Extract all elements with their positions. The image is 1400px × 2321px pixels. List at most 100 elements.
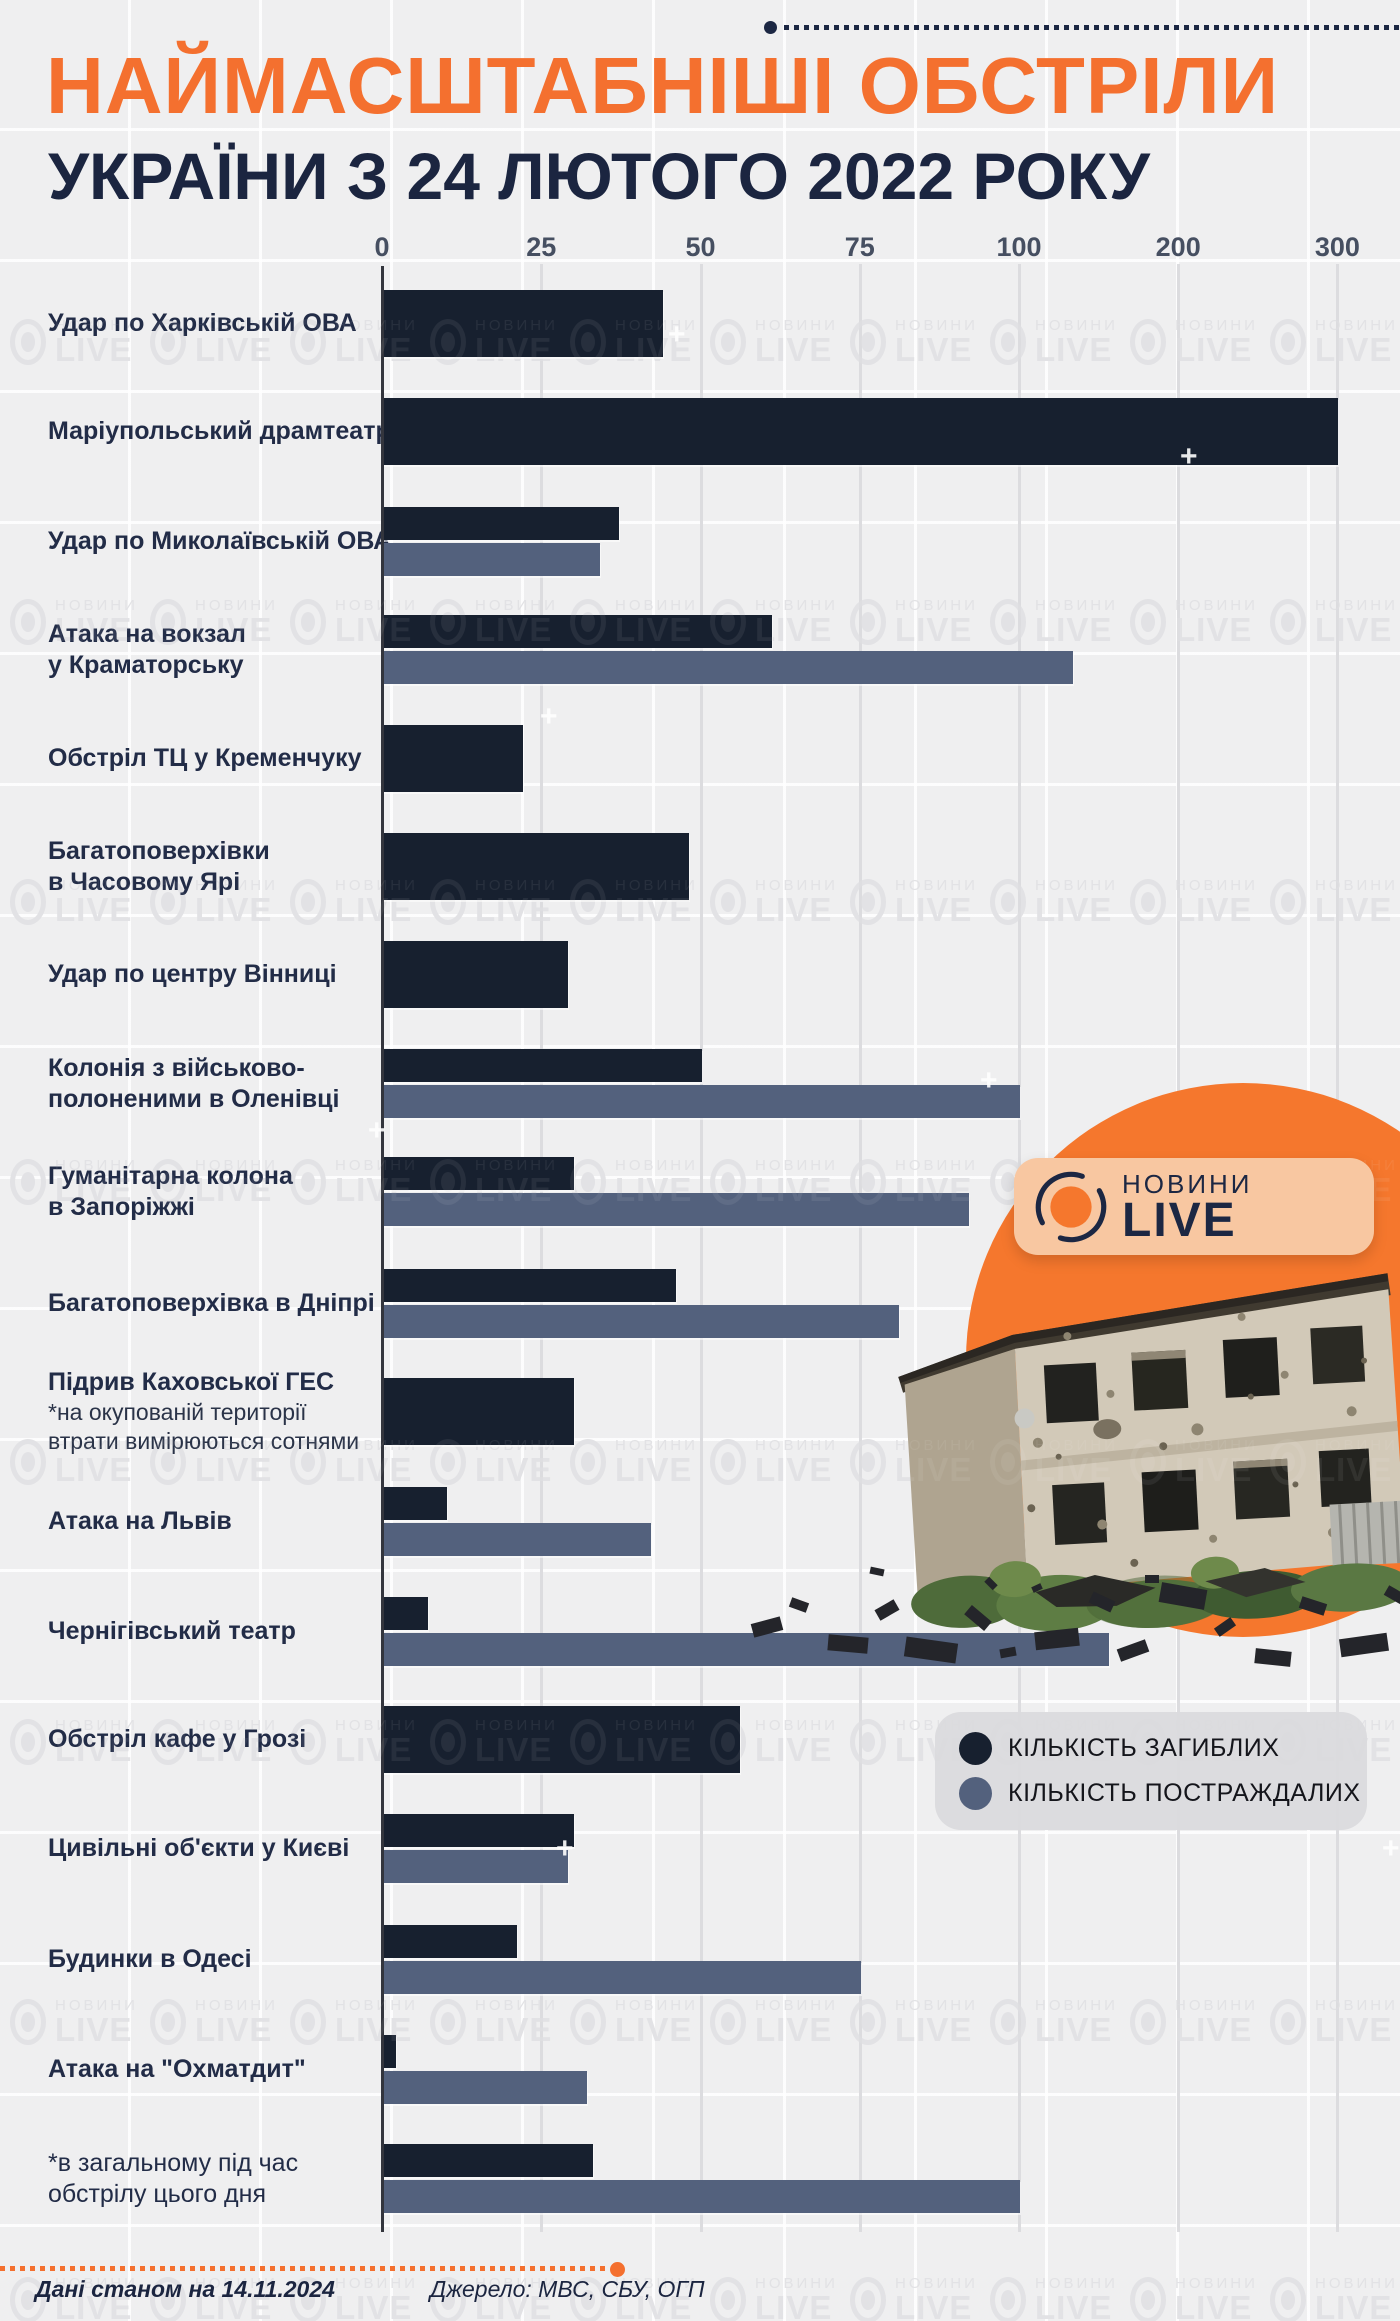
watermark-logo-icon	[710, 2277, 746, 2321]
watermark-logo-icon	[710, 319, 746, 365]
watermark-logo-icon	[990, 2277, 1026, 2321]
row-label: Багатоповерхівки в Часовому Ярі	[48, 787, 378, 947]
watermark-logo-icon	[1270, 1999, 1306, 2045]
bar-killed	[383, 1814, 575, 1847]
watermark-logo-icon	[10, 879, 46, 925]
legend-swatch-killed	[959, 1732, 992, 1765]
watermark-logo-icon	[850, 1999, 886, 2045]
watermark-logo-icon	[1130, 879, 1166, 925]
watermark-logo-icon	[1130, 319, 1166, 365]
bar-killed	[383, 1269, 677, 1302]
row-label-line: Багатоповерхівки	[48, 836, 270, 865]
x-axis-tick-50: 50	[685, 232, 716, 262]
debris-fragment	[874, 1599, 900, 1621]
watermark-logo-icon	[710, 1439, 746, 1485]
x-axis-tick-25: 25	[526, 232, 557, 262]
row-label: Маріупольський драмтеатр	[48, 352, 391, 512]
watermark-logo-icon	[990, 2277, 1026, 2321]
watermark-logo-icon	[850, 1719, 886, 1765]
row-label: *в загальному під час обстрілу цього дня	[48, 2099, 378, 2259]
bar-killed	[383, 725, 524, 792]
watermark-logo-icon	[10, 1719, 46, 1765]
watermark-logo-icon	[850, 879, 886, 925]
row-label-line: *в загальному під час	[48, 2148, 299, 2177]
bar-killed	[383, 1157, 575, 1190]
watermark-logo-icon	[1130, 2277, 1166, 2321]
watermark-logo-icon	[1270, 879, 1306, 925]
row-label: Обстріл ТЦ у Кременчуку	[48, 679, 378, 839]
bar-injured	[383, 2180, 1020, 2213]
row-label-line: Будинки в Одесі	[48, 1945, 252, 1973]
row-label-line: Маріупольський драмтеатр	[48, 417, 391, 445]
novyny-live-logo-badge: НОВИНИ LIVE	[1014, 1158, 1374, 1255]
watermark-logo-icon	[570, 1439, 606, 1485]
row-label-line: Обстріл ТЦ у Кременчуку	[48, 744, 362, 772]
x-axis-tick-0: 0	[374, 232, 390, 262]
page-title-line1: НАЙМАСШТАБНІШІ ОБСТРІЛИ	[46, 41, 1280, 130]
watermark-logo-icon	[430, 1439, 466, 1485]
row-label-line: в Часовому Ярі	[48, 867, 241, 896]
bar-killed	[383, 398, 1339, 465]
watermark-logo-icon	[570, 1439, 606, 1485]
dotted-line-end-dot	[610, 2262, 625, 2277]
watermark-logo-icon	[850, 1719, 886, 1765]
bar-killed	[383, 833, 689, 900]
watermark-logo-icon	[1270, 879, 1306, 925]
dotted-line-start-dot	[764, 21, 777, 34]
bar-injured	[383, 1523, 651, 1556]
row-label: Удар по Миколаївській ОВА	[48, 462, 391, 622]
row-label-line: Цивільні об'єкти у Києві	[48, 1834, 350, 1862]
bar-injured	[383, 1085, 1020, 1118]
watermark-logo-icon	[850, 319, 886, 365]
watermark-logo-icon	[10, 599, 46, 645]
x-axis-tick-75: 75	[844, 232, 875, 262]
row-label: Атака на вокзал у Краматорську	[48, 570, 378, 730]
row-label: Колонія з військово-полоненими в Оленівц…	[48, 1004, 378, 1164]
legend-item-injured: КІЛЬКІСТЬ ПОСТРАЖДАЛИХ	[959, 1777, 1367, 1810]
bar-killed	[383, 1487, 447, 1520]
gridline-25	[540, 264, 544, 2232]
page-title-line2: УКРАЇНИ З 24 ЛЮТОГО 2022 РОКУ	[48, 139, 1150, 213]
bar-killed	[383, 1378, 575, 1445]
legend-label-killed: КІЛЬКІСТЬ ЗАГИБЛИХ	[1008, 1734, 1280, 1762]
watermark-logo-icon	[710, 1999, 746, 2045]
watermark-logo-icon	[1270, 2277, 1306, 2321]
bar-killed	[383, 1049, 702, 1082]
watermark-logo-icon	[850, 1999, 886, 2045]
row-label: Цивільні об'єкти у Києві	[48, 1769, 378, 1929]
watermark-logo-icon	[10, 599, 46, 645]
bar-killed	[383, 1925, 517, 1958]
watermark-logo-icon	[570, 1999, 606, 2045]
source-note: Джерело: МВС, СБУ, ОГП	[430, 2276, 705, 2302]
watermark-logo-icon	[710, 1439, 746, 1485]
row-label-line: Атака на "Охматдит"	[48, 2055, 306, 2083]
bar-injured	[383, 2071, 587, 2104]
gridline-50	[699, 264, 703, 2232]
watermark-logo-icon	[10, 879, 46, 925]
